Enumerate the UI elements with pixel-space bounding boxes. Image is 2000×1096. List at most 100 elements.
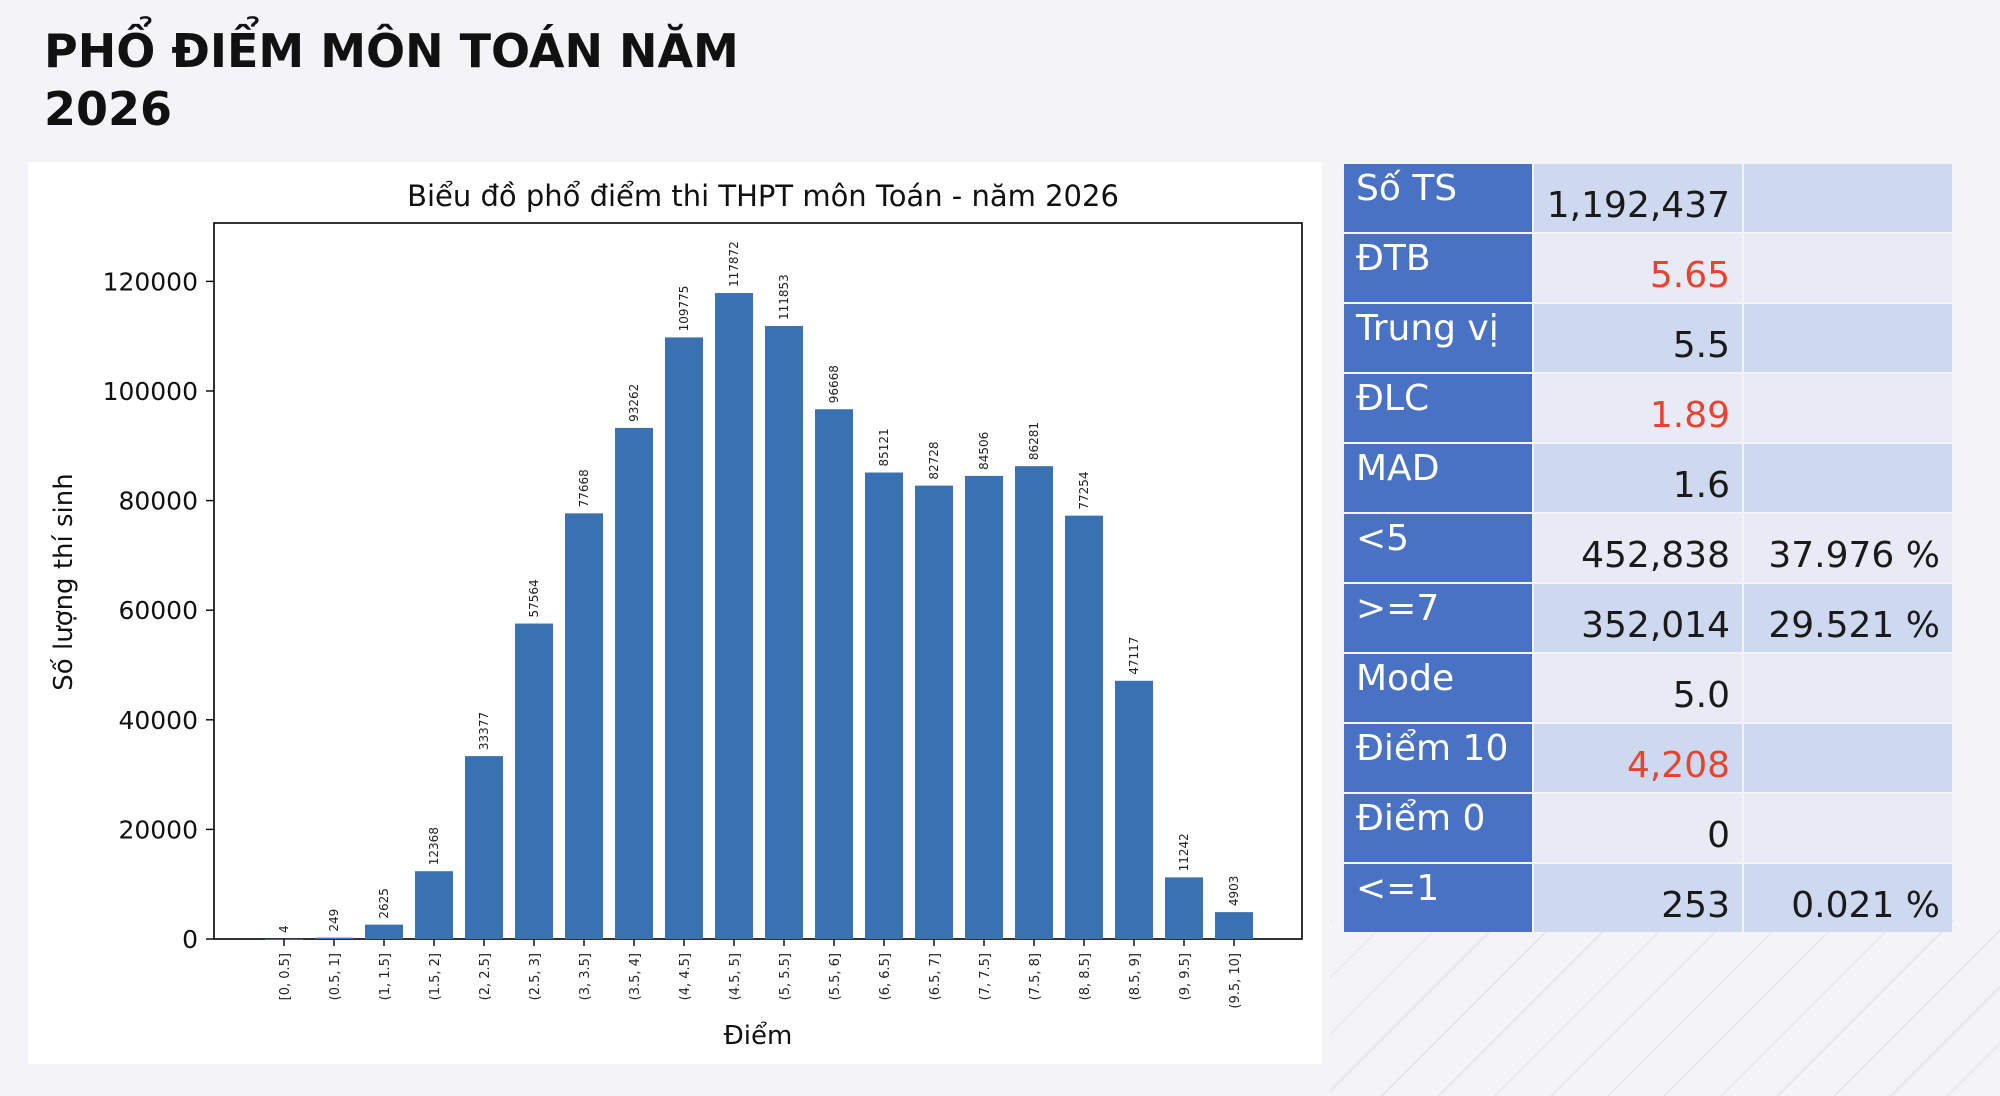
stats-value: 4,208 [1534, 724, 1742, 792]
bar-value-label: 11242 [1177, 833, 1191, 871]
stats-percent [1744, 724, 1952, 792]
background-decoration [1330, 920, 2000, 1096]
bar-value-label: 4903 [1227, 876, 1241, 907]
stats-label: <=1 [1344, 864, 1532, 932]
y-tick-label: 120000 [103, 267, 198, 296]
stats-row: >=7 352,014 29.521 % [1344, 584, 1952, 652]
y-axis-label: Số lượng thí sinh [49, 473, 79, 690]
bar [665, 337, 703, 939]
stats-row: Mode 5.0 [1344, 654, 1952, 722]
stats-value: 0 [1534, 794, 1742, 862]
bar-value-label: 96668 [827, 365, 841, 403]
bar [465, 756, 503, 939]
x-tick-label: (5, 5.5] [778, 953, 793, 1000]
x-tick-label: (0.5, 1] [328, 953, 343, 1000]
bar-value-label: 77254 [1077, 471, 1091, 509]
bar-value-label: 12368 [427, 827, 441, 865]
x-tick-label: (4.5, 5] [728, 953, 743, 1000]
slide-title: PHỔ ĐIỂM MÔN TOÁN NĂM 2026 [44, 24, 739, 136]
stats-percent: 29.521 % [1744, 584, 1952, 652]
x-tick-label: (2, 2.5] [478, 953, 493, 1000]
bar [1115, 680, 1153, 939]
bar-value-label: 82728 [927, 441, 941, 479]
x-tick-label: (8.5, 9] [1128, 953, 1143, 1000]
stats-label: Trung vị [1344, 304, 1532, 372]
bars [265, 293, 1253, 940]
stats-row: Số TS 1,192,437 [1344, 164, 1952, 232]
stats-table: Số TS 1,192,437 ĐTB 5.65 Trung vị 5.5 ĐLC 1.89 M… [1342, 162, 1954, 934]
bar [315, 937, 353, 939]
stats-label: Số TS [1344, 164, 1532, 232]
chart-title: Biểu đồ phổ điểm thi THPT môn Toán - năm… [407, 179, 1119, 213]
bar-value-label: 117872 [727, 241, 741, 287]
bar-value-label: 2625 [377, 888, 391, 919]
x-tick-label: (3.5, 4] [628, 953, 643, 1000]
bar [1215, 912, 1253, 939]
bar-value-label: 4 [277, 925, 291, 933]
x-tick-label: (3, 3.5] [578, 953, 593, 1000]
bar [1065, 515, 1103, 939]
x-tick-label: (8, 8.5] [1078, 953, 1093, 1000]
stats-percent [1744, 444, 1952, 512]
y-tick-label: 60000 [118, 596, 198, 625]
x-tick-label: (4, 4.5] [678, 953, 693, 1000]
bar-value-label: 77668 [577, 469, 591, 507]
x-axis-label: Điểm [724, 1020, 793, 1051]
stats-value: 1.6 [1534, 444, 1742, 512]
x-tick-label: (1, 1.5] [378, 953, 393, 1000]
bar [965, 475, 1003, 939]
stats-percent: 37.976 % [1744, 514, 1952, 582]
bar [515, 623, 553, 939]
stats-value: 253 [1534, 864, 1742, 932]
stats-value: 452,838 [1534, 514, 1742, 582]
stats-percent [1744, 794, 1952, 862]
bar [365, 924, 403, 939]
bar-value-label: 93262 [627, 384, 641, 422]
stats-row: ĐTB 5.65 [1344, 234, 1952, 302]
bar-value-label: 47117 [1127, 637, 1141, 675]
stats-value: 1,192,437 [1534, 164, 1742, 232]
stats-value: 352,014 [1534, 584, 1742, 652]
x-tick-label: (6.5, 7] [928, 953, 943, 1000]
bar-value-label: 86281 [1027, 422, 1041, 460]
bar [815, 409, 853, 939]
y-tick-label: 100000 [103, 377, 198, 406]
stats-value: 5.0 [1534, 654, 1742, 722]
bar-value-label: 111853 [777, 274, 791, 320]
chart-panel: Biểu đồ phổ điểm thi THPT môn Toán - năm… [28, 162, 1322, 1064]
stats-percent [1744, 654, 1952, 722]
y-tick-label: 20000 [118, 815, 198, 844]
stats-label: <5 [1344, 514, 1532, 582]
x-tick-label: (2.5, 3] [528, 953, 543, 1000]
stats-percent [1744, 234, 1952, 302]
x-tick-label: (1.5, 2] [428, 953, 443, 1000]
x-tick-label: (7.5, 8] [1028, 953, 1043, 1000]
bar-value-label: 249 [327, 909, 341, 932]
bar [1165, 877, 1203, 939]
bar-value-labels: 4 249 2625 12368 33377 57564 77668 93262 109775 1… [277, 241, 1241, 933]
stats-row: MAD 1.6 [1344, 444, 1952, 512]
x-tick-label: (7, 7.5] [978, 953, 993, 1000]
stats-value: 5.5 [1534, 304, 1742, 372]
x-tick-label: (9, 9.5] [1178, 953, 1193, 1000]
x-tick-label: (9.5, 10] [1228, 953, 1243, 1009]
bar-value-label: 109775 [677, 286, 691, 332]
y-tick-label: 0 [182, 925, 198, 954]
bar [615, 427, 653, 939]
y-axis: 0 20000 40000 60000 80000 100000 120000 [103, 267, 214, 954]
bar [915, 485, 953, 939]
bar-value-label: 33377 [477, 712, 491, 750]
stats-label: >=7 [1344, 584, 1532, 652]
bar-chart: Biểu đồ phổ điểm thi THPT môn Toán - năm… [49, 179, 1303, 1051]
bar-value-label: 57564 [527, 579, 541, 617]
stats-percent [1744, 374, 1952, 442]
y-tick-label: 80000 [118, 487, 198, 516]
stats-row: ĐLC 1.89 [1344, 374, 1952, 442]
stats-value: 5.65 [1534, 234, 1742, 302]
bar [1015, 466, 1053, 939]
stats-value: 1.89 [1534, 374, 1742, 442]
bar [715, 293, 753, 939]
bar [865, 472, 903, 939]
stats-percent: 0.021 % [1744, 864, 1952, 932]
stats-label: Mode [1344, 654, 1532, 722]
